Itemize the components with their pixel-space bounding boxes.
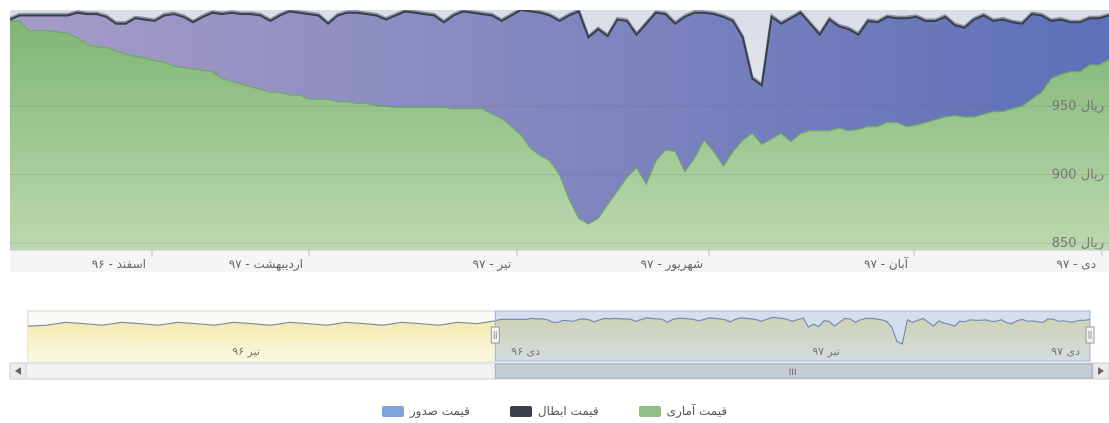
x-tick-label: دی - ۹۷ — [1056, 257, 1096, 271]
legend-label: قیمت آماری — [666, 404, 728, 418]
navigator-label: تیر ۹۷ — [812, 345, 840, 358]
x-axis-band — [10, 250, 1109, 272]
legend-label: قیمت صدور — [409, 404, 470, 418]
series-redemption-price-line — [10, 10, 1109, 88]
legend-item-statistical-price[interactable]: قیمت آماری — [638, 400, 728, 422]
series-issue-price-line — [10, 10, 1109, 87]
x-tick-label: اردیبهشت - ۹۷ — [229, 257, 303, 272]
series-statistical-price-area — [10, 21, 1109, 250]
navigator-label: دی ۹۷ — [1051, 345, 1080, 358]
navigator-label: دی ۹۶ — [511, 345, 540, 358]
x-tick-label: تیر - ۹۷ — [473, 257, 511, 272]
arrow-left-icon — [15, 367, 21, 375]
y-tick-label: ریال 850 — [1052, 236, 1104, 251]
scrollbar-grip-icon: III — [789, 368, 797, 378]
scroll-right-button[interactable] — [1092, 362, 1109, 380]
scroll-left-button[interactable] — [9, 362, 27, 380]
legend-swatch — [509, 405, 532, 417]
x-tick-label: شهریور - ۹۷ — [641, 257, 703, 272]
legend-swatch — [638, 405, 661, 417]
legend-swatch — [381, 405, 404, 417]
navigator-handle-right[interactable] — [1085, 326, 1095, 344]
legend: قیمت آماری قیمت ابطال قیمت صدور — [0, 400, 1109, 422]
legend-item-redemption-price[interactable]: قیمت ابطال — [509, 400, 599, 422]
series-statistical-price-line — [10, 20, 1109, 225]
navigator-handle-left[interactable] — [490, 326, 500, 344]
arrow-right-icon — [1098, 367, 1104, 375]
navigator-label: تیر ۹۶ — [232, 345, 260, 358]
scrollbar-thumb[interactable]: III — [494, 363, 1093, 379]
legend-label: قیمت ابطال — [537, 404, 599, 418]
navigator-series-line — [27, 316, 1091, 345]
x-tick-label: آبان - ۹۷ — [864, 256, 909, 271]
legend-item-issue-price[interactable]: قیمت صدور — [381, 400, 470, 422]
navigator-selection[interactable] — [494, 310, 1091, 362]
x-tick-label: اسفند - ۹۶ — [92, 257, 146, 271]
y-tick-label: ریال 950 — [1052, 99, 1104, 114]
y-tick-label: ریال 900 — [1052, 168, 1104, 183]
navigator-series-area — [28, 317, 1090, 361]
